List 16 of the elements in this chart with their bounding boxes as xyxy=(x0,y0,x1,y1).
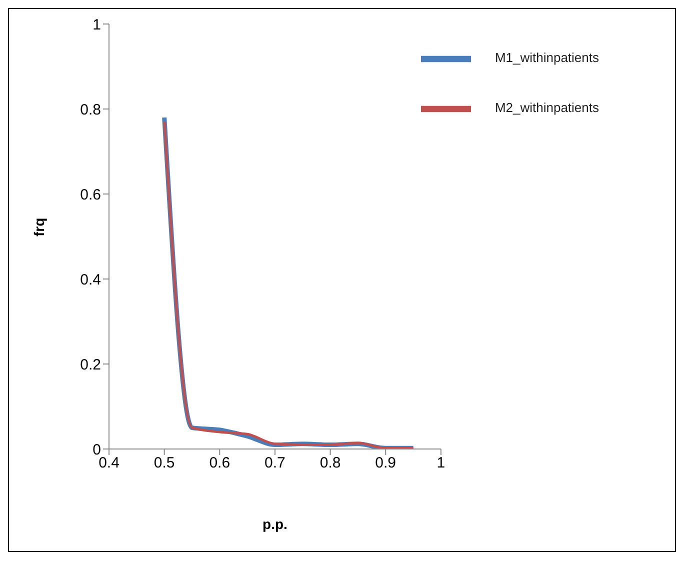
y-tick-label: 0.2 xyxy=(80,356,101,374)
y-tick-label: 0.6 xyxy=(80,186,101,204)
x-tick-label: 0.5 xyxy=(154,454,175,472)
x-tick-label: 0.7 xyxy=(264,454,286,472)
y-tick-label: 0.4 xyxy=(80,271,101,288)
x-axis-title: p.p. xyxy=(262,516,288,532)
x-tick-label: 0.6 xyxy=(209,454,230,472)
x-tick-label: 1 xyxy=(436,454,446,472)
y-tick-label: 0.8 xyxy=(80,101,101,118)
legend-label: M2_withinpatients xyxy=(494,100,599,116)
legend-label: M1_withinpatients xyxy=(494,50,599,66)
y-tick-label: 1 xyxy=(92,16,101,34)
y-axis-title: frq xyxy=(30,218,47,236)
x-tick-label: 0.9 xyxy=(375,454,396,472)
x-tick-label: 0.8 xyxy=(320,454,341,472)
y-tick-label: 0 xyxy=(92,441,101,458)
